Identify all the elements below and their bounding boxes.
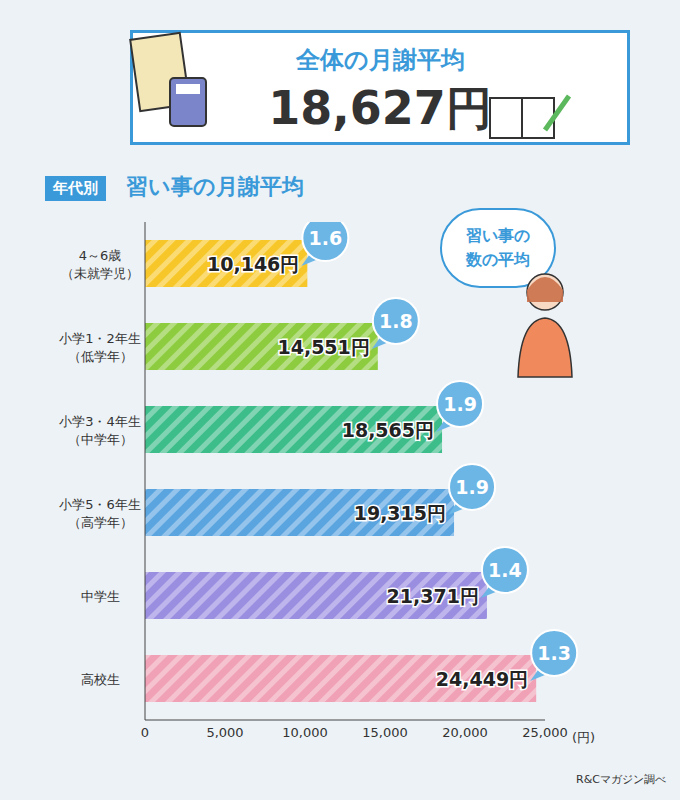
- html-text:全体の月謝平均: 全体の月謝平均: [295, 46, 465, 74]
- svg-text:1.9: 1.9: [455, 476, 489, 498]
- svg-text:小学5・6年生（高学年）: 小学5・6年生（高学年）: [59, 497, 141, 530]
- html-text:数の平均: 数の平均: [466, 250, 530, 269]
- svg-text:4～6歳（未就学児）: 4～6歳（未就学児）: [61, 248, 139, 281]
- svg-text:25,000: 25,000: [522, 725, 568, 740]
- svg-text:1.4: 1.4: [488, 559, 522, 581]
- html-text:年代別: 年代別: [53, 179, 98, 197]
- html-text:習い事の: 習い事の: [466, 226, 530, 245]
- svg-text:19,315円: 19,315円: [354, 502, 446, 524]
- svg-text:10,146円: 10,146円: [207, 253, 299, 275]
- svg-text:5,000: 5,000: [206, 725, 243, 740]
- svg-text:小学3・4年生（中学年）: 小学3・4年生（中学年）: [59, 414, 141, 447]
- svg-text:10,000: 10,000: [282, 725, 328, 740]
- svg-text:1.6: 1.6: [309, 227, 343, 249]
- svg-text:1.3: 1.3: [537, 642, 571, 664]
- svg-text:小学1・2年生（低学年）: 小学1・2年生（低学年）: [59, 331, 141, 364]
- html-text:R&Cマガジン調べ: R&Cマガジン調べ: [576, 773, 666, 786]
- svg-text:高校生: 高校生: [81, 672, 120, 687]
- html-text:習い事の月謝平均: 習い事の月謝平均: [126, 174, 304, 199]
- svg-text:1.8: 1.8: [379, 310, 413, 332]
- svg-text:中学生: 中学生: [81, 589, 120, 604]
- svg-text:18,565円: 18,565円: [342, 419, 434, 441]
- html-text:18,627円: 18,627円: [268, 81, 492, 135]
- svg-text:1.9: 1.9: [443, 393, 477, 415]
- svg-text:24,449円: 24,449円: [436, 668, 528, 690]
- svg-text:0: 0: [141, 725, 149, 740]
- svg-text:20,000: 20,000: [442, 725, 488, 740]
- svg-text:21,371円: 21,371円: [387, 585, 479, 607]
- html-text:(円): (円): [572, 730, 596, 745]
- svg-text:14,551円: 14,551円: [277, 336, 369, 358]
- svg-text:15,000: 15,000: [362, 725, 408, 740]
